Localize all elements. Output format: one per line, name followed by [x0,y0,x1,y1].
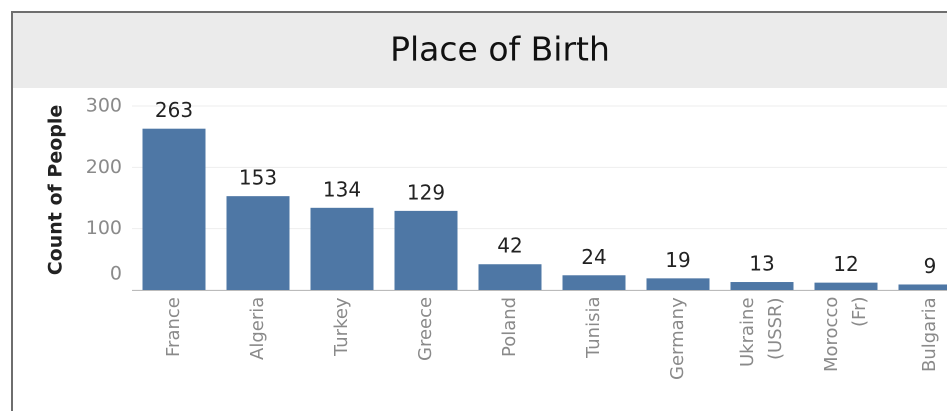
x-tick-label: Morocco (Fr) [821,297,870,373]
y-tick-label: 300 [86,95,122,117]
x-tick-label: Greece [415,297,436,362]
x-tick-label: Algeria [247,297,268,361]
bar [226,196,290,290]
y-tick-label: 200 [86,156,122,178]
y-tick-label: 100 [86,217,122,239]
data-label: 12 [833,252,858,276]
bar [814,282,878,290]
bar [478,264,542,290]
data-label: 153 [239,166,277,190]
data-label: 19 [665,248,690,272]
bar [898,284,947,290]
data-label: 13 [749,252,774,276]
x-tick-label: Tunisia [583,297,604,359]
y-axis-title: Count of People [45,105,67,276]
x-tick-label: Ukraine (USSR) [737,297,786,367]
x-tick-label: Turkey [331,297,352,356]
data-label: 134 [323,177,361,201]
data-label: 129 [407,180,445,204]
title-band [13,13,947,88]
chart-title: Place of Birth [390,30,610,69]
x-tick-label: France [163,297,184,357]
data-label: 24 [581,245,606,269]
bar [730,282,794,290]
bar [394,210,458,290]
bar [310,207,374,290]
x-tick-label: Bulgaria [919,297,940,372]
bar [646,278,710,290]
data-label: 263 [155,98,193,122]
data-label: 9 [924,254,937,278]
y-tick-label: 0 [110,263,122,285]
data-label: 42 [497,234,522,258]
x-tick-label: Poland [499,297,520,358]
bar [562,275,626,290]
bar [142,128,206,290]
x-tick-label: Germany [667,297,688,380]
